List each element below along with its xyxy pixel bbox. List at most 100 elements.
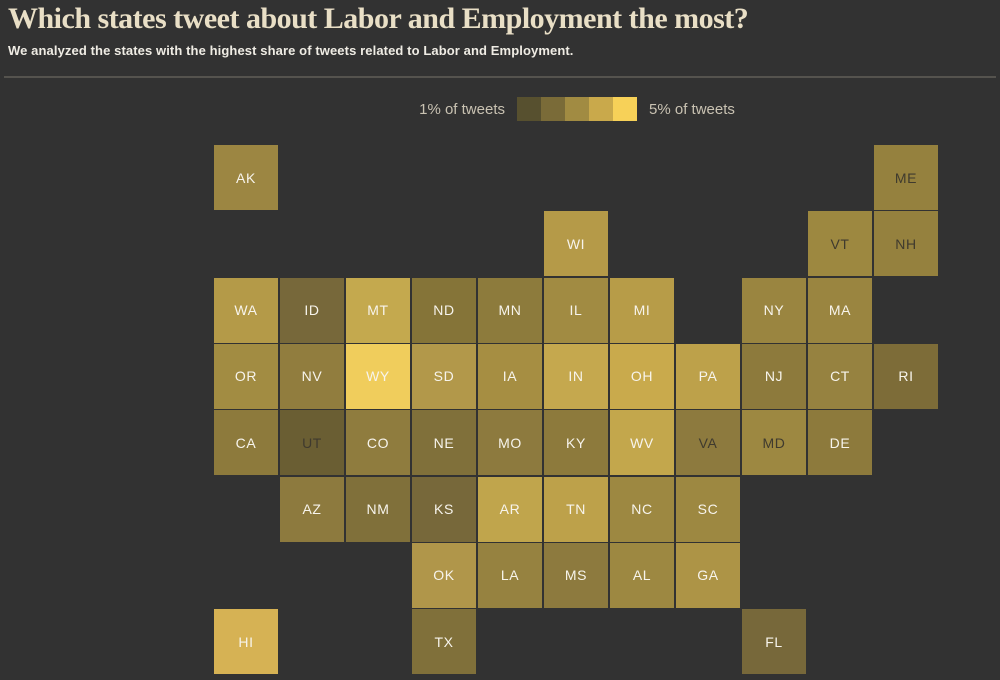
- state-tile-md[interactable]: MD: [742, 410, 806, 476]
- state-label: MT: [367, 302, 389, 319]
- state-tile-va[interactable]: VA: [676, 410, 740, 476]
- state-label: WA: [234, 302, 258, 319]
- state-tile-sc[interactable]: SC: [676, 476, 740, 542]
- state-label: NY: [763, 302, 785, 319]
- state-label: NH: [895, 235, 917, 252]
- state-tile-de[interactable]: DE: [808, 410, 872, 476]
- header: Which states tweet about Labor and Emplo…: [8, 0, 992, 58]
- state-tile-nj[interactable]: NJ: [742, 343, 806, 409]
- state-tile-ks[interactable]: KS: [412, 476, 476, 542]
- state-label: MO: [498, 434, 522, 451]
- state-tile-mn[interactable]: MN: [478, 277, 542, 343]
- state-tile-ga[interactable]: GA: [676, 542, 740, 608]
- state-tile-mt[interactable]: MT: [346, 277, 410, 343]
- state-tile-ma[interactable]: MA: [808, 277, 872, 343]
- state-tile-ak[interactable]: AK: [214, 145, 278, 210]
- state-label: ID: [304, 302, 320, 319]
- state-tile-mo[interactable]: MO: [478, 410, 542, 476]
- state-tile-pa[interactable]: PA: [676, 343, 740, 409]
- state-label: HI: [238, 633, 254, 650]
- state-tile-nv[interactable]: NV: [280, 343, 344, 409]
- state-label: NM: [366, 501, 390, 517]
- state-label: RI: [898, 368, 914, 385]
- state-tile-wa[interactable]: WA: [214, 277, 278, 343]
- state-label: ND: [433, 302, 455, 319]
- state-tile-ia[interactable]: IA: [478, 343, 542, 409]
- state-label: WY: [366, 368, 390, 385]
- state-tile-id[interactable]: ID: [280, 277, 344, 343]
- state-tile-fl[interactable]: FL: [742, 609, 806, 675]
- state-label: SC: [697, 501, 719, 517]
- state-tile-nc[interactable]: NC: [610, 476, 674, 542]
- state-tile-ok[interactable]: OK: [412, 542, 476, 608]
- state-tile-me[interactable]: ME: [874, 145, 938, 210]
- legend-swatch-4: [589, 97, 613, 121]
- state-label: MA: [828, 302, 852, 319]
- state-tile-mi[interactable]: MI: [610, 277, 674, 343]
- page-subtitle: We analyzed the states with the highest …: [8, 43, 574, 58]
- state-tile-ct[interactable]: CT: [808, 343, 872, 409]
- state-tile-ca[interactable]: CA: [214, 410, 278, 476]
- state-tile-ar[interactable]: AR: [478, 476, 542, 542]
- state-tile-az[interactable]: AZ: [280, 476, 344, 542]
- state-tile-vt[interactable]: VT: [808, 211, 872, 277]
- state-label: MN: [498, 302, 522, 319]
- state-label: PA: [698, 368, 718, 385]
- state-label: AL: [632, 567, 652, 584]
- header-divider: [4, 76, 996, 78]
- state-tile-ky[interactable]: KY: [544, 410, 608, 476]
- state-tile-hi[interactable]: HI: [214, 609, 278, 675]
- page-title: Which states tweet about Labor and Emplo…: [8, 2, 749, 35]
- state-tile-il[interactable]: IL: [544, 277, 608, 343]
- state-label: NC: [631, 501, 653, 517]
- state-label: OR: [234, 368, 258, 385]
- state-label: VT: [830, 235, 850, 252]
- state-tile-ut[interactable]: UT: [280, 410, 344, 476]
- state-tile-wy[interactable]: WY: [346, 343, 410, 409]
- state-label: IL: [569, 302, 583, 319]
- state-label: CO: [366, 434, 390, 451]
- state-tile-in[interactable]: IN: [544, 343, 608, 409]
- state-tile-nm[interactable]: NM: [346, 476, 410, 542]
- state-label: GA: [697, 567, 719, 584]
- state-label: FL: [765, 633, 783, 650]
- state-tile-ne[interactable]: NE: [412, 410, 476, 476]
- state-label: NE: [433, 434, 455, 451]
- state-tile-nh[interactable]: NH: [874, 211, 938, 277]
- state-label: IA: [502, 368, 518, 385]
- state-label: KS: [434, 501, 454, 517]
- state-label: WV: [630, 434, 654, 451]
- state-tile-ri[interactable]: RI: [874, 343, 938, 409]
- state-tile-oh[interactable]: OH: [610, 343, 674, 409]
- state-tile-la[interactable]: LA: [478, 542, 542, 608]
- state-tile-nd[interactable]: ND: [412, 277, 476, 343]
- state-tile-wv[interactable]: WV: [610, 410, 674, 476]
- state-tile-or[interactable]: OR: [214, 343, 278, 409]
- state-tile-tx[interactable]: TX: [412, 609, 476, 675]
- legend-swatch-1: [517, 97, 541, 121]
- state-label: MS: [564, 567, 588, 584]
- state-label: CA: [235, 434, 257, 451]
- state-label: ME: [894, 169, 918, 186]
- legend-color-scale: [517, 97, 637, 121]
- state-tile-wi[interactable]: WI: [544, 211, 608, 277]
- state-label: NV: [301, 368, 323, 385]
- state-label: TX: [434, 633, 454, 650]
- legend-swatch-2: [541, 97, 565, 121]
- state-label: MI: [633, 302, 651, 319]
- legend-min-label: 1% of tweets: [419, 100, 505, 118]
- state-label: OH: [630, 368, 654, 385]
- state-label: LA: [500, 567, 520, 584]
- state-tile-ms[interactable]: MS: [544, 542, 608, 608]
- state-label: SD: [433, 368, 455, 385]
- state-tile-co[interactable]: CO: [346, 410, 410, 476]
- state-label: CT: [830, 368, 850, 385]
- state-tile-sd[interactable]: SD: [412, 343, 476, 409]
- state-tile-ny[interactable]: NY: [742, 277, 806, 343]
- state-label: AR: [499, 501, 521, 517]
- state-tile-al[interactable]: AL: [610, 542, 674, 608]
- state-label: IN: [568, 368, 584, 385]
- state-label: AK: [236, 169, 256, 186]
- state-tile-tn[interactable]: TN: [544, 476, 608, 542]
